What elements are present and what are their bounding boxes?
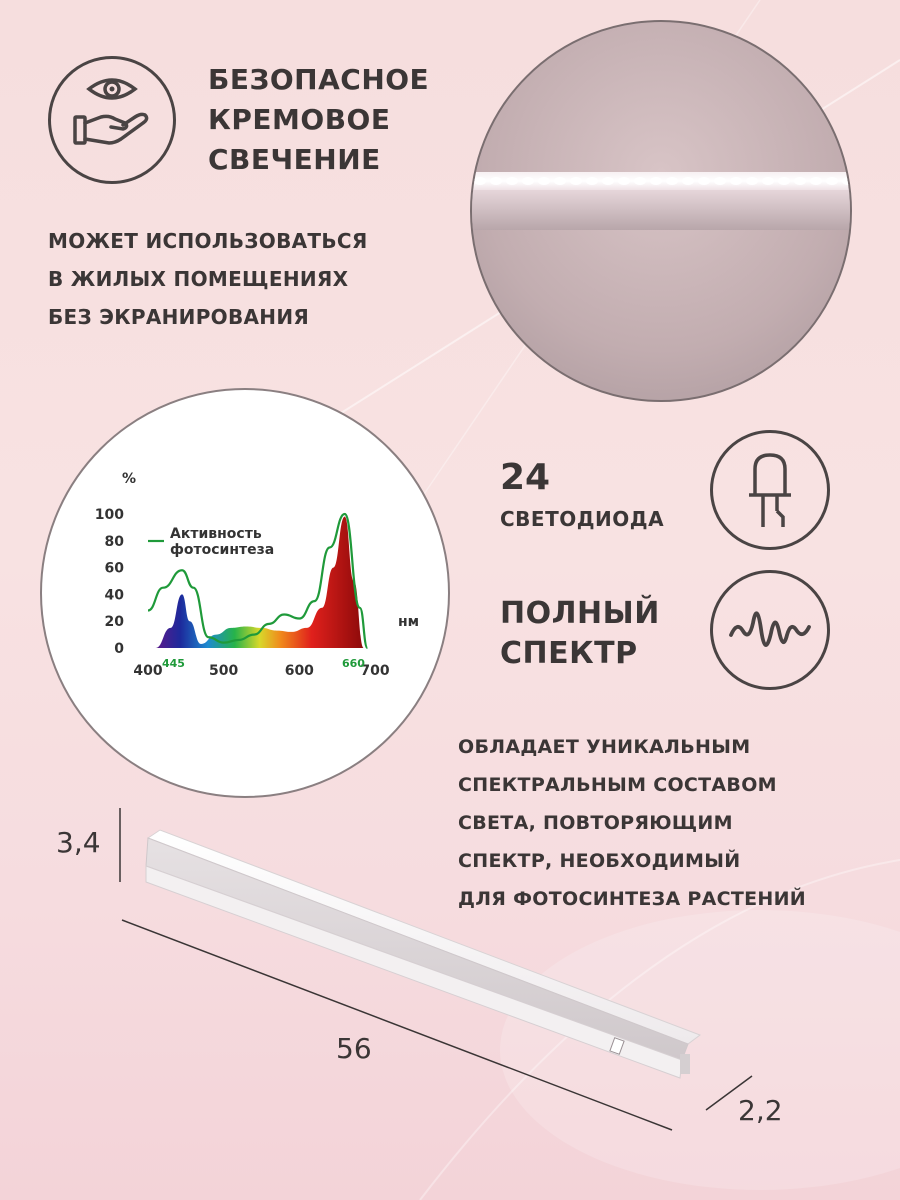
led-dot	[538, 177, 550, 185]
led-count-label: СВЕТОДИОДА	[500, 507, 665, 531]
led-dot	[522, 177, 534, 185]
x-unit-label: нм	[398, 614, 419, 630]
height-dimension-label: 3,4	[56, 826, 101, 859]
led-dot	[602, 177, 614, 185]
led-dot	[570, 177, 582, 185]
led-dot	[698, 177, 710, 185]
description-line: СПЕКТР, НЕОБХОДИМЫЙ	[458, 850, 741, 872]
waveform-icon	[710, 570, 830, 690]
spectrum-area	[155, 516, 364, 648]
full-spectrum-line: СПЕКТР	[500, 636, 638, 671]
description-line: СВЕТА, ПОВТОРЯЮЩИМ	[458, 812, 733, 834]
peak-label-445: 445	[162, 657, 185, 670]
waveform-glyph	[729, 611, 811, 647]
residential-text: МОЖЕТ ИСПОЛЬЗОВАТЬСЯ В ЖИЛЫХ ПОМЕЩЕНИЯХ …	[48, 222, 368, 336]
photosynthesis-line	[147, 512, 369, 650]
heading-line: КРЕМОВОЕ	[208, 103, 391, 136]
x-tick-label: 400	[133, 663, 162, 679]
lamp-body-bottom	[145, 865, 683, 1079]
length-dimension-label: 56	[336, 1032, 372, 1065]
y-tick-label: 80	[105, 534, 125, 550]
y-unit-label: %	[122, 471, 136, 487]
spectrum-chart: % нм 100 80 60 40 20 0 400 500 600 700 Активност…	[95, 471, 419, 679]
x-tick-label: 600	[285, 663, 314, 679]
heading-safe-glow: БЕЗОПАСНОЕ КРЕМОВОЕ СВЕЧЕНИЕ	[208, 60, 429, 180]
led-dot	[634, 177, 646, 185]
led-dot	[826, 177, 838, 185]
lamp-closeup-photo	[470, 20, 852, 402]
residential-line: В ЖИЛЫХ ПОМЕЩЕНИЯХ	[48, 267, 349, 291]
residential-line: МОЖЕТ ИСПОЛЬЗОВАТЬСЯ	[48, 229, 368, 253]
led-dot	[730, 177, 742, 185]
lamp-body-top	[146, 829, 702, 1045]
led-diode-icon	[710, 430, 830, 550]
led-dot	[842, 177, 850, 185]
x-tick-label: 700	[360, 663, 389, 679]
legend-label-2: фотосинтеза	[170, 542, 274, 558]
y-tick-label: 20	[105, 614, 125, 630]
depth-dimension-line	[705, 1075, 753, 1111]
lamp-switch	[609, 1037, 625, 1055]
peak-label-660: 660	[342, 657, 365, 670]
y-tick-label: 40	[105, 587, 125, 603]
y-tick-label: 60	[105, 561, 125, 577]
full-spectrum-line: ПОЛНЫЙ	[500, 596, 660, 631]
description-line: ОБЛАДАЕТ УНИКАЛЬНЫМ	[458, 736, 751, 758]
led-dot	[490, 177, 502, 185]
led-dot	[618, 177, 630, 185]
description-text: ОБЛАДАЕТ УНИКАЛЬНЫМ СПЕКТРАЛЬНЫМ СОСТАВО…	[458, 728, 806, 918]
led-diode-glyph	[749, 453, 791, 527]
led-dot	[714, 177, 726, 185]
description-line: СПЕКТРАЛЬНЫМ СОСТАВОМ	[458, 774, 777, 796]
led-dots	[474, 177, 850, 185]
led-dot	[778, 177, 790, 185]
legend-label-1: Активность	[170, 526, 262, 542]
led-dot	[794, 177, 806, 185]
length-dimension-line	[121, 919, 673, 1131]
spectrum-chart-circle	[40, 388, 450, 798]
lamp-product-drawing	[119, 808, 753, 1131]
led-count-number: 24	[500, 457, 551, 498]
led-dot	[506, 177, 518, 185]
lamp-end-connector	[680, 1054, 690, 1074]
led-dot	[554, 177, 566, 185]
led-dot	[746, 177, 758, 185]
full-spectrum-heading: ПОЛНЫЙ СПЕКТР	[500, 594, 660, 674]
depth-dimension-label: 2,2	[738, 1094, 783, 1127]
residential-line: БЕЗ ЭКРАНИРОВАНИЯ	[48, 305, 310, 329]
led-dot	[666, 177, 678, 185]
description-line: ДЛЯ ФОТОСИНТЕЗА РАСТЕНИЙ	[458, 888, 806, 910]
lamp-body-side	[145, 837, 689, 1061]
led-dot	[682, 177, 694, 185]
x-tick-label: 500	[209, 663, 238, 679]
eye-hand-icon-glyph	[73, 78, 149, 145]
y-tick-label: 0	[114, 641, 124, 657]
led-dot	[810, 177, 822, 185]
led-dot	[586, 177, 598, 185]
heading-line: СВЕЧЕНИЕ	[208, 143, 381, 176]
led-dot	[650, 177, 662, 185]
eye-hand-icon	[48, 56, 176, 184]
y-tick-label: 100	[95, 507, 124, 523]
led-dot	[762, 177, 774, 185]
lamp-reflection	[472, 190, 850, 230]
heading-line: БЕЗОПАСНОЕ	[208, 63, 430, 96]
led-dot	[474, 177, 486, 185]
